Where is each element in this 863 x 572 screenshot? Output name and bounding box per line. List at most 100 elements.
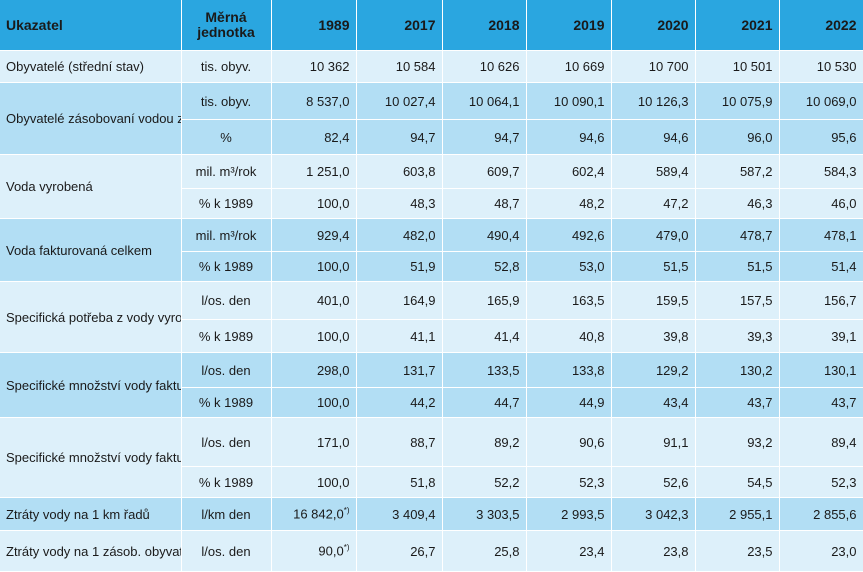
unit-cell: % k 1989	[181, 251, 272, 282]
unit-cell: l/km den	[181, 497, 272, 531]
value-cell: 10 069,0	[779, 82, 863, 120]
value-cell: 40,8	[526, 319, 612, 353]
value-cell: 46,0	[779, 188, 863, 219]
value-cell: 401,0	[271, 281, 357, 320]
value-cell: 157,5	[695, 281, 780, 320]
value-cell: 89,2	[442, 417, 527, 467]
value-cell: 23,8	[611, 530, 696, 572]
value-cell: 130,1	[779, 352, 863, 388]
value-cell: 10 126,3	[611, 82, 696, 120]
value-cell: 94,6	[611, 119, 696, 155]
value-cell: 100,0	[271, 251, 357, 282]
value-cell: 10 669	[526, 50, 612, 83]
value-cell: 51,5	[695, 251, 780, 282]
indicator-label: Voda fakturovaná celkem	[0, 218, 182, 282]
value-cell: 23,0	[779, 530, 863, 572]
value-cell: 2 993,5	[526, 497, 612, 531]
value-cell: 52,6	[611, 466, 696, 498]
value-cell: 52,3	[779, 466, 863, 498]
value-cell: 10 700	[611, 50, 696, 83]
value-cell: 478,7	[695, 218, 780, 252]
value-cell: 129,2	[611, 352, 696, 388]
unit-cell: tis. obyv.	[181, 82, 272, 120]
value-cell: 44,7	[442, 387, 527, 418]
value-cell: 2 955,1	[695, 497, 780, 531]
value-cell: 100,0	[271, 188, 357, 219]
value-cell: 156,7	[779, 281, 863, 320]
value-cell: 47,2	[611, 188, 696, 219]
header-row: Ukazatel Měrná jednotka 1989 2017 2018 20…	[0, 0, 863, 51]
value-cell: 43,7	[779, 387, 863, 418]
value-cell: 94,7	[442, 119, 527, 155]
indicator-label: Specifická potřeba z vody vyrobené	[0, 281, 182, 353]
unit-cell: %	[181, 119, 272, 155]
value-cell: 10 075,9	[695, 82, 780, 120]
value-cell: 95,6	[779, 119, 863, 155]
value-cell: 94,6	[526, 119, 612, 155]
value-cell: 90,6	[526, 417, 612, 467]
year-header-2021: 2021	[695, 0, 780, 51]
value-cell: 96,0	[695, 119, 780, 155]
value-cell: 88,7	[356, 417, 443, 467]
table-row: % k 1989 100,0 44,2 44,7 44,9 43,4 43,7 43,7	[0, 387, 863, 418]
year-header-2018: 2018	[442, 0, 527, 51]
table-row: Voda vyrobená mil. m³/rok 1 251,0 603,8 609,…	[0, 154, 863, 219]
value-cell: 589,4	[611, 154, 696, 189]
value-cell: 2 855,6	[779, 497, 863, 531]
value-cell: 100,0	[271, 466, 357, 498]
value-cell: 51,8	[356, 466, 443, 498]
value-cell: 82,4	[271, 119, 357, 155]
value-cell: 46,3	[695, 188, 780, 219]
value-cell: 8 537,0	[271, 82, 357, 120]
value-cell: 93,2	[695, 417, 780, 467]
value-cell: 10 064,1	[442, 82, 527, 120]
indicator-label: Ztráty vody na 1 km řadů	[0, 497, 182, 531]
unit-cell: % k 1989	[181, 466, 272, 498]
value-cell: 10 530	[779, 50, 863, 83]
value-cell: 171,0	[271, 417, 357, 467]
unit-cell: % k 1989	[181, 319, 272, 353]
table-row: Voda fakturovaná celkem mil. m³/rok 929,4 4…	[0, 218, 863, 282]
value-cell: 51,9	[356, 251, 443, 282]
value-cell: 3 042,3	[611, 497, 696, 531]
year-header-1989: 1989	[271, 0, 357, 51]
unit-cell: mil. m³/rok	[181, 218, 272, 252]
value-cell: 298,0	[271, 352, 357, 388]
indicator-label: Ztráty vody na 1 zásob. obyvatele	[0, 530, 182, 572]
footnote-mark: *)	[343, 543, 350, 553]
year-header-2017: 2017	[356, 0, 443, 51]
table-row: Specifické množství vody fakturované pro…	[0, 417, 863, 498]
value-cell: 100,0	[271, 387, 357, 418]
value-cell: 52,2	[442, 466, 527, 498]
indicator-label: Specifické množství vody fakturované pro…	[0, 417, 182, 498]
value-cell: 52,3	[526, 466, 612, 498]
value-cell: 48,7	[442, 188, 527, 219]
table-row: % k 1989 100,0 48,3 48,7 48,2 47,2 46,3 46,0	[0, 188, 863, 219]
year-header-2019: 2019	[526, 0, 612, 51]
unit-cell: tis. obyv.	[181, 50, 272, 83]
value-cell: 603,8	[356, 154, 443, 189]
value-cell: 54,5	[695, 466, 780, 498]
value-cell: 39,1	[779, 319, 863, 353]
indicator-label: Voda vyrobená	[0, 154, 182, 219]
value-cell: 39,3	[695, 319, 780, 353]
table-row: % k 1989 100,0 41,1 41,4 40,8 39,8 39,3 39,1	[0, 319, 863, 353]
value-cell: 165,9	[442, 281, 527, 320]
year-header-2022: 2022	[779, 0, 863, 51]
value-cell: 478,1	[779, 218, 863, 252]
value-cell: 490,4	[442, 218, 527, 252]
value-cell: 1 251,0	[271, 154, 357, 189]
value-cell: 3 303,5	[442, 497, 527, 531]
value-cell: 43,4	[611, 387, 696, 418]
value-cell: 587,2	[695, 154, 780, 189]
value-cell: 929,4	[271, 218, 357, 252]
value-cell: 41,1	[356, 319, 443, 353]
value-cell: 44,2	[356, 387, 443, 418]
value-cell: 602,4	[526, 154, 612, 189]
value-cell: 133,8	[526, 352, 612, 388]
value-cell: 90,0*)	[271, 530, 357, 572]
value-cell: 23,5	[695, 530, 780, 572]
value-cell: 10 626	[442, 50, 527, 83]
value-cell: 94,7	[356, 119, 443, 155]
value-cell: 25,8	[442, 530, 527, 572]
